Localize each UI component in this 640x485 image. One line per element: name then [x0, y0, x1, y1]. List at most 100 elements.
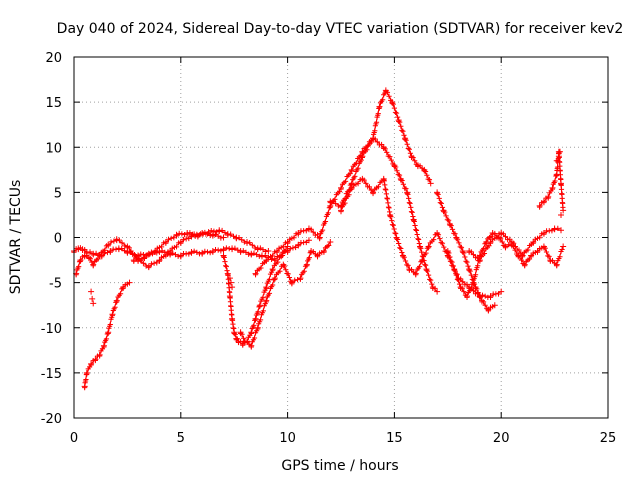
data-point-marker	[549, 184, 556, 191]
data-point-marker	[310, 229, 316, 235]
grid-layer	[74, 57, 608, 418]
data-point-marker	[128, 248, 134, 254]
data-point-marker	[156, 257, 163, 264]
y-tick-label: 20	[45, 51, 62, 66]
data-point-marker	[466, 248, 473, 255]
y-tick-label: -5	[49, 277, 62, 292]
series-outliers	[88, 148, 565, 307]
series-track-j	[434, 189, 498, 314]
data-point-marker	[184, 229, 191, 236]
data-point-marker	[434, 229, 441, 236]
data-point-marker	[414, 162, 421, 169]
data-point-marker	[412, 158, 418, 164]
data-point-marker	[100, 342, 107, 349]
data-point-marker	[391, 162, 398, 169]
data-point-marker	[359, 175, 366, 182]
data-point-marker	[258, 265, 264, 271]
data-point-marker	[305, 225, 312, 232]
data-point-marker	[482, 302, 488, 308]
data-point-marker	[406, 195, 412, 201]
data-point-marker	[326, 242, 332, 249]
data-point-marker	[325, 210, 331, 216]
data-point-marker	[223, 263, 229, 269]
series-line	[330, 137, 438, 292]
data-point-marker	[260, 294, 266, 300]
data-point-marker	[425, 272, 432, 278]
data-point-marker	[472, 284, 479, 291]
data-point-marker	[494, 235, 500, 241]
data-point-marker	[292, 277, 298, 283]
data-point-marker	[453, 234, 460, 241]
data-point-marker	[391, 105, 397, 111]
series-track-a	[71, 237, 312, 263]
data-point-marker	[237, 248, 244, 255]
data-point-marker	[489, 229, 496, 236]
data-point-marker	[399, 252, 406, 259]
data-point-marker	[372, 128, 378, 134]
data-point-marker	[428, 277, 434, 283]
data-point-marker	[188, 248, 195, 255]
data-point-marker	[363, 180, 369, 186]
data-point-marker	[301, 268, 307, 274]
data-point-marker	[248, 250, 255, 257]
data-point-marker	[386, 205, 392, 211]
series-track-m	[536, 148, 567, 214]
data-point-marker	[280, 244, 286, 250]
data-point-marker	[487, 293, 494, 300]
data-point-marker	[455, 277, 462, 283]
data-point-marker	[389, 217, 395, 224]
data-point-marker	[177, 252, 184, 259]
x-tick-label: 10	[279, 431, 296, 446]
data-point-marker	[209, 248, 216, 255]
data-point-marker	[76, 264, 82, 270]
data-point-marker	[556, 148, 563, 155]
data-point-marker	[560, 207, 567, 214]
data-point-marker	[429, 281, 435, 287]
data-point-marker	[392, 109, 399, 115]
data-point-marker	[96, 252, 103, 259]
data-point-marker	[266, 276, 273, 282]
y-tick-label: 0	[54, 232, 62, 247]
data-point-marker	[376, 103, 383, 110]
data-point-marker	[466, 266, 473, 273]
data-point-marker	[386, 209, 393, 215]
data-point-marker	[458, 244, 465, 250]
data-point-marker	[204, 249, 211, 255]
data-point-marker	[453, 272, 459, 278]
series-track-g	[252, 87, 434, 278]
data-point-marker	[263, 284, 270, 291]
data-point-marker	[382, 182, 388, 188]
data-point-marker	[107, 248, 114, 255]
data-point-marker	[389, 221, 396, 228]
data-point-marker	[209, 231, 216, 238]
data-point-marker	[293, 244, 299, 251]
data-point-marker	[149, 251, 156, 257]
data-point-marker	[406, 200, 412, 206]
data-point-marker	[220, 246, 227, 253]
data-point-marker	[163, 253, 169, 259]
data-point-marker	[162, 249, 168, 255]
data-point-marker	[451, 266, 458, 273]
data-point-marker	[263, 248, 269, 255]
data-point-marker	[502, 233, 509, 240]
data-point-marker	[194, 249, 200, 255]
data-point-marker	[113, 297, 120, 304]
data-point-marker	[229, 245, 236, 252]
data-point-marker	[439, 240, 446, 246]
data-point-marker	[408, 204, 414, 211]
data-point-marker	[303, 228, 309, 234]
data-point-marker	[534, 248, 541, 255]
data-point-marker	[400, 181, 406, 187]
x-tick-label: 5	[177, 431, 185, 446]
data-point-marker	[525, 247, 531, 253]
y-tick-label: 5	[54, 186, 62, 201]
data-point-marker	[412, 270, 419, 277]
data-point-marker	[396, 172, 403, 178]
data-point-marker	[393, 110, 400, 116]
data-point-marker	[390, 222, 396, 228]
data-point-marker	[85, 254, 92, 261]
x-tick-label: 20	[493, 431, 510, 446]
data-point-marker	[320, 248, 327, 255]
data-point-marker	[553, 157, 560, 164]
data-point-marker	[275, 259, 281, 265]
